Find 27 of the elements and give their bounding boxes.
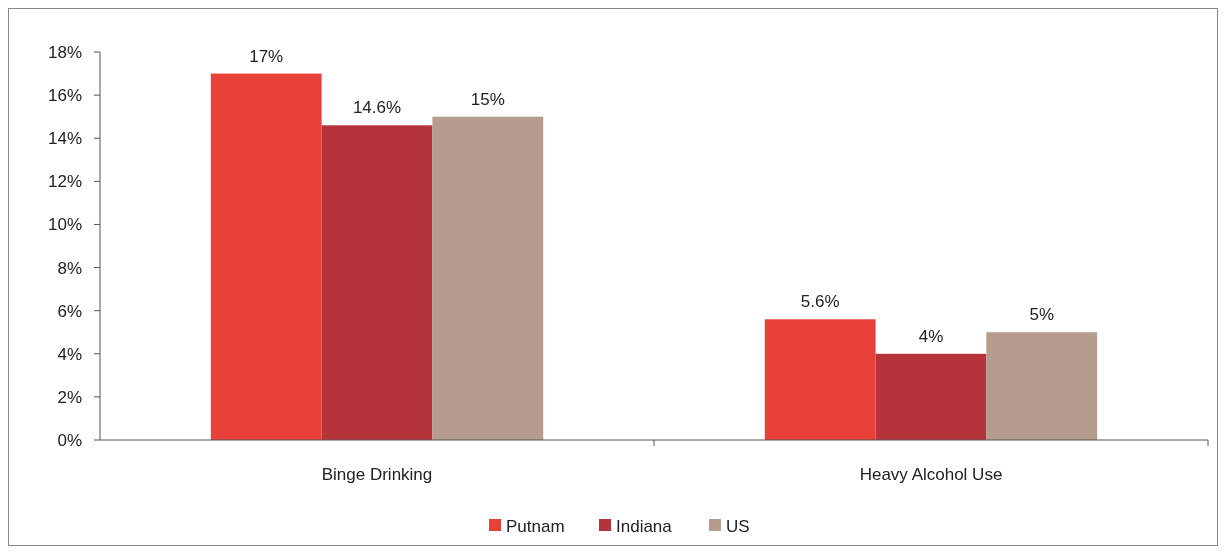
data-label: 17% — [249, 46, 284, 66]
bar — [321, 125, 433, 440]
y-tick-label: 12% — [47, 172, 82, 192]
data-label: 14.6% — [352, 98, 402, 118]
y-tick-label: 4% — [57, 344, 82, 364]
y-tick-label: 10% — [47, 215, 82, 235]
bar — [764, 319, 876, 440]
y-tick-label: 14% — [47, 129, 82, 149]
legend-label: Indiana — [616, 516, 673, 536]
y-tick-label: 2% — [57, 387, 82, 407]
legend-label: Putnam — [506, 516, 565, 536]
bar — [210, 73, 322, 440]
legend-label: US — [726, 516, 750, 536]
y-tick-label: 8% — [57, 258, 82, 278]
data-label: 5% — [1029, 305, 1055, 325]
y-tick-label: 0% — [57, 430, 82, 450]
y-tick-label: 6% — [57, 301, 82, 321]
bar — [432, 116, 544, 440]
data-label: 5.6% — [800, 292, 840, 312]
bar — [875, 353, 987, 440]
data-label: 4% — [918, 326, 944, 346]
y-tick-label: 18% — [47, 42, 82, 62]
y-tick-label: 16% — [47, 86, 82, 106]
x-tick-label: Heavy Alcohol Use — [859, 465, 1003, 484]
bar — [986, 332, 1098, 440]
data-label: 15% — [470, 89, 505, 109]
x-tick-label: Binge Drinking — [321, 465, 433, 484]
